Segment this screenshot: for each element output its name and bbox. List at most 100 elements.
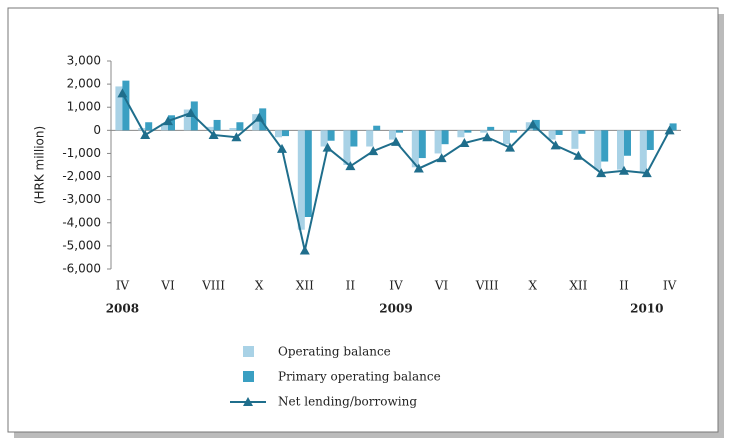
marker xyxy=(299,245,310,255)
marker xyxy=(573,150,584,160)
bar xyxy=(183,109,191,131)
frame xyxy=(7,7,719,433)
x-tick-label: XII xyxy=(569,279,587,293)
legend-label: Operating balance xyxy=(278,345,391,359)
bar xyxy=(122,80,130,131)
marker xyxy=(345,161,356,171)
bar xyxy=(275,130,282,138)
bar xyxy=(503,130,510,145)
x-tick-label: IV xyxy=(389,279,403,293)
bar xyxy=(411,130,419,168)
bar xyxy=(297,130,305,230)
x-tick-label: VI xyxy=(160,279,175,293)
marker xyxy=(482,132,493,142)
y-tick-label: -4,000 xyxy=(62,215,101,229)
bar xyxy=(601,130,609,162)
marker xyxy=(254,112,265,122)
bar xyxy=(669,123,677,131)
y-tick-label: 3,000 xyxy=(67,54,101,68)
legend-marker xyxy=(243,397,253,406)
y-axis-label: (HRK million) xyxy=(33,126,47,204)
bar xyxy=(320,130,328,147)
bar xyxy=(396,130,403,133)
marker xyxy=(231,132,242,142)
year-label: 2010 xyxy=(630,302,663,316)
x-tick-label: II xyxy=(346,279,356,293)
bar xyxy=(343,130,351,165)
marker xyxy=(140,129,151,139)
marker xyxy=(619,165,629,175)
marker xyxy=(596,168,607,178)
marker xyxy=(664,125,675,135)
marker xyxy=(527,119,538,129)
x-tick-label: IV xyxy=(663,279,677,293)
legend-swatch xyxy=(243,346,254,357)
x-tick-label: XII xyxy=(296,279,314,293)
y-tick-label: 1,000 xyxy=(67,100,101,114)
x-tick-label: IV xyxy=(116,279,130,293)
bar xyxy=(161,123,168,131)
bar xyxy=(578,130,586,134)
bar xyxy=(350,130,358,147)
x-tick-label: VI xyxy=(434,279,449,293)
y-tick-label: -6,000 xyxy=(62,262,101,276)
marker xyxy=(277,143,287,153)
marker xyxy=(505,142,515,152)
legend-label: Net lending/borrowing xyxy=(278,395,417,409)
y-tick-label: -1,000 xyxy=(62,146,101,160)
bar xyxy=(571,130,579,149)
bar xyxy=(487,126,495,131)
marker xyxy=(185,108,196,117)
x-tick-label: X xyxy=(255,279,264,293)
bar xyxy=(532,119,540,131)
bar xyxy=(282,130,289,137)
bar xyxy=(213,119,221,131)
y-tick-label: 2,000 xyxy=(67,77,101,91)
marker xyxy=(436,153,447,163)
marker xyxy=(550,140,561,150)
legend-label: Primary operating balance xyxy=(278,370,441,384)
x-tick-label: X xyxy=(529,279,538,293)
bar xyxy=(304,130,312,217)
marker xyxy=(413,163,424,173)
marker xyxy=(391,136,401,146)
marker xyxy=(117,88,128,98)
y-tick-label: -3,000 xyxy=(62,192,101,206)
marker xyxy=(163,116,173,126)
bar xyxy=(457,130,465,138)
y-tick-label: 0 xyxy=(93,123,101,137)
year-label: 2008 xyxy=(106,302,139,316)
bar xyxy=(624,130,631,156)
bar xyxy=(510,130,517,133)
bar xyxy=(389,130,396,140)
bar xyxy=(639,130,647,172)
marker xyxy=(368,146,379,156)
marker xyxy=(641,168,652,178)
bar xyxy=(252,114,260,131)
legend-swatch xyxy=(243,371,254,382)
bar xyxy=(115,86,123,131)
bar xyxy=(327,130,335,141)
bar xyxy=(441,130,449,145)
bar xyxy=(464,130,472,133)
bar xyxy=(646,130,654,150)
bar xyxy=(617,130,624,170)
bar xyxy=(480,130,488,133)
bar xyxy=(145,122,153,131)
y-tick-label: -2,000 xyxy=(62,169,101,183)
bar xyxy=(434,130,442,154)
bar xyxy=(373,125,381,131)
bar xyxy=(206,126,214,131)
bar xyxy=(555,130,563,135)
x-tick-label: VIII xyxy=(475,279,499,293)
marker xyxy=(459,138,470,148)
year-label: 2009 xyxy=(379,302,412,316)
bar xyxy=(418,130,426,159)
marker xyxy=(208,129,219,139)
x-tick-label: VIII xyxy=(201,279,225,293)
marker xyxy=(322,142,333,152)
bar xyxy=(594,130,602,170)
x-tick-label: II xyxy=(619,279,629,293)
y-tick-label: -5,000 xyxy=(62,238,101,252)
